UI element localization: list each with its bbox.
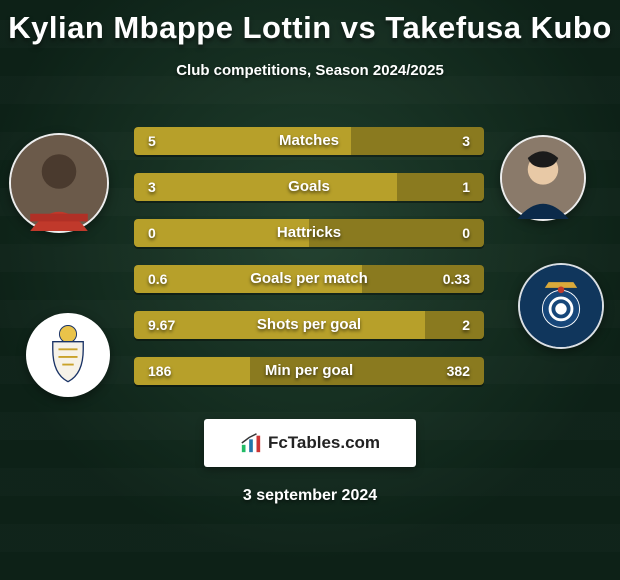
page-title: Kylian Mbappe Lottin vs Takefusa Kubo [0, 0, 620, 46]
brand-box: FcTables.com [204, 419, 416, 467]
stat-bars: Matches53 Goals31 Hattricks00 Goals per mat… [134, 127, 484, 403]
stat-bar-right [250, 357, 485, 385]
stat-bar-left [134, 265, 362, 293]
player-left-avatar [9, 133, 109, 233]
stat-bar-right [309, 219, 484, 247]
brand-logo-icon [240, 432, 262, 454]
stat-bar-right [397, 173, 485, 201]
stat-bar-left [134, 127, 351, 155]
stat-bar-left [134, 357, 250, 385]
player-right-avatar [500, 135, 586, 221]
stat-bar-left [134, 311, 425, 339]
subtitle: Club competitions, Season 2024/2025 [0, 62, 620, 79]
stat-row: Min per goal186382 [134, 357, 484, 385]
stat-bar-right [362, 265, 485, 293]
comparison-stage: Matches53 Goals31 Hattricks00 Goals per mat… [0, 103, 620, 403]
stat-row: Shots per goal9.672 [134, 311, 484, 339]
stat-bar-left [134, 219, 309, 247]
stat-row: Matches53 [134, 127, 484, 155]
stat-row: Hattricks00 [134, 219, 484, 247]
stat-row: Goals per match0.60.33 [134, 265, 484, 293]
stat-bar-left [134, 173, 397, 201]
stat-bar-right [425, 311, 485, 339]
stat-row: Goals31 [134, 173, 484, 201]
club-left-logo [26, 313, 110, 397]
date-label: 3 september 2024 [0, 487, 620, 505]
stat-bar-right [351, 127, 484, 155]
club-right-logo [518, 263, 604, 349]
brand-text: FcTables.com [268, 433, 380, 453]
